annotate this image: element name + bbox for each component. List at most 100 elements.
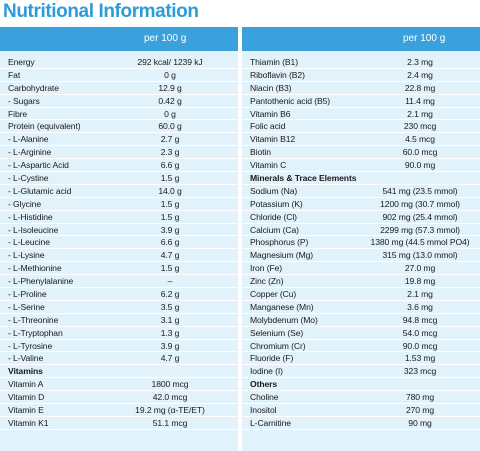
- nutrient-value: 90.0 mcg: [402, 340, 438, 351]
- table-row: Fluoride (F) 1.53 mg: [242, 352, 480, 366]
- nutrient-value: 1.5 g: [160, 173, 180, 184]
- table-row: Copper (Cu) 2.1 mg: [242, 288, 480, 301]
- nutrient-value: 3.6 mg: [407, 301, 433, 312]
- nutrient-name: L-Carnitine: [250, 417, 291, 428]
- section-title: Others: [250, 379, 278, 390]
- table-row: - L-Proline 6.2 g: [0, 288, 238, 301]
- table-row: Selenium (Se) 54.0 mcg: [242, 327, 480, 340]
- nutrient-name: - L-Histidine: [8, 211, 53, 222]
- nutrient-name: Vitamin B6: [250, 108, 291, 119]
- table-row: - L-Methionine 1.5 g: [0, 262, 238, 276]
- nutrient-name: Sodium (Na): [250, 185, 298, 196]
- table-row: Potassium (K) 1200 mg (30.7 mmol): [242, 198, 480, 211]
- table-row: Calcium (Ca) 2299 mg (57.3 mmol): [242, 224, 480, 237]
- nutrient-value: 2.7 g: [160, 134, 180, 145]
- nutrient-name: Iodine (I): [250, 366, 283, 377]
- nutrient-value: 541 mg (23.5 mmol): [382, 185, 458, 196]
- nutrient-value: 323 mcg: [403, 366, 437, 377]
- nutrient-value: 3.1 g: [160, 314, 180, 325]
- nutrient-value: 2.4 mg: [407, 69, 433, 80]
- nutrient-name: Chromium (Cr): [250, 340, 306, 351]
- nutrient-value: 0 g: [164, 69, 176, 80]
- nutrient-name: - Sugars: [8, 95, 40, 106]
- nutrient-value: 292 kcal/ 1239 kJ: [137, 57, 203, 67]
- nutrient-value: 2.3 mg: [407, 57, 433, 67]
- rows-left: Energy 292 kcal/ 1239 kJ Fat 0 g Carbohydrat…: [0, 56, 238, 430]
- nutrient-name: Fat: [8, 69, 21, 80]
- nutrient-value: 0.42 g: [158, 95, 182, 106]
- table-row: - L-Isoleucine 3.9 g: [0, 224, 238, 237]
- nutrient-name: Chloride (Cl): [250, 211, 297, 222]
- nutrient-value: 90.0 mg: [404, 160, 436, 171]
- nutrient-value: 315 mg (13.0 mmol): [382, 250, 458, 261]
- table-row: - L-Serine 3.5 g: [0, 301, 238, 314]
- table-row: Vitamin A 1800 mcg: [0, 378, 238, 392]
- nutrient-value: 42.0 mcg: [152, 392, 188, 403]
- nutrient-name: Carbohydrate: [8, 82, 59, 93]
- table-row: Magnesium (Mg) 315 mg (13.0 mmol): [242, 249, 480, 263]
- nutrient-name: - L-Alanine: [8, 134, 49, 145]
- table-row: Niacin (B3) 22.8 mg: [242, 82, 480, 95]
- nutrient-value: 51.1 mcg: [152, 417, 188, 428]
- nutrient-value: 6.6 g: [160, 237, 180, 248]
- nutrient-name: Energy: [8, 57, 35, 67]
- nutrient-value: 60.0 g: [158, 121, 182, 132]
- section-heading: Minerals & Trace Elements: [242, 172, 480, 185]
- nutrient-name: - L-Isoleucine: [8, 224, 59, 235]
- nutrient-value: 2.3 g: [160, 147, 180, 158]
- nutrient-name: - L-Proline: [8, 289, 47, 300]
- nutrient-value: 902 mg (25.4 mmol): [382, 211, 458, 222]
- page-title: Nutritional Information: [3, 1, 199, 22]
- nutrient-value: 19.2 mg (α-TE/ET): [135, 405, 205, 416]
- nutrient-name: - L-Tyrosine: [8, 340, 53, 351]
- nutrient-value: 12.9 g: [158, 82, 182, 93]
- table-row: Molybdenum (Mo) 94.8 mcg: [242, 314, 480, 327]
- nutrient-name: Biotin: [250, 147, 271, 158]
- table-row: Manganese (Mn) 3.6 mg: [242, 301, 480, 314]
- table-row: Pantothenic acid (B5) 11.4 mg: [242, 95, 480, 108]
- nutrient-name: Iron (Fe): [250, 263, 283, 274]
- nutrient-name: Potassium (K): [250, 198, 303, 209]
- column-header-per-100g: per 100 g: [403, 33, 446, 44]
- nutrient-name: Phosphorus (P): [250, 237, 309, 248]
- nutrient-name: Zinc (Zn): [250, 276, 284, 287]
- nutrient-value: 4.7 g: [160, 353, 180, 364]
- table-row: Biotin 60.0 mcg: [242, 146, 480, 160]
- nutrient-value: 60.0 mcg: [402, 147, 438, 158]
- table-row: - L-Histidine 1.5 g: [0, 211, 238, 224]
- nutrient-value: 1.53 mg: [404, 353, 436, 364]
- table-row: Energy 292 kcal/ 1239 kJ: [0, 56, 238, 69]
- table-row: Chromium (Cr) 90.0 mcg: [242, 340, 480, 353]
- section-title: Vitamins: [8, 366, 43, 377]
- nutrient-name: Vitamin A: [8, 379, 44, 390]
- nutrient-value: 1.5 g: [160, 263, 180, 274]
- section-heading: Vitamins: [0, 365, 238, 379]
- table-row: - L-Tyrosine 3.9 g: [0, 340, 238, 353]
- table-row: Inositol 270 mg: [242, 404, 480, 417]
- nutrient-value: 3.5 g: [160, 301, 180, 312]
- table-row: - L-Lysine 4.7 g: [0, 249, 238, 263]
- table-row: Sodium (Na) 541 mg (23.5 mmol): [242, 185, 480, 198]
- table-row: - L-Glutamic acid 14.0 g: [0, 185, 238, 198]
- nutrient-name: Molybdenum (Mo): [250, 314, 318, 325]
- nutrient-value: 90 mg: [408, 417, 432, 428]
- table-row: Vitamin C 90.0 mg: [242, 159, 480, 173]
- nutrient-name: - L-Valine: [8, 353, 44, 364]
- nutrient-name: - L-Phenylalanine: [8, 276, 74, 287]
- nutrient-name: Niacin (B3): [250, 82, 292, 93]
- table-row: Choline 780 mg: [242, 391, 480, 405]
- nutrient-value: 14.0 g: [158, 185, 182, 196]
- nutrient-name: - L-Threonine: [8, 314, 59, 325]
- nutrient-name: Magnesium (Mg): [250, 250, 314, 261]
- table-row: - Glycine 1.5 g: [0, 198, 238, 211]
- nutrient-value: 1800 mcg: [151, 379, 189, 390]
- nutrient-value: 11.4 mg: [405, 95, 435, 106]
- nutrient-value: 1.5 g: [160, 211, 180, 222]
- column-header-per-100g: per 100 g: [144, 33, 187, 44]
- nutrient-name: Thiamin (B1): [250, 57, 298, 67]
- table-row: Thiamin (B1) 2.3 mg: [242, 56, 480, 69]
- table-row: Iodine (I) 323 mcg: [242, 365, 480, 379]
- nutrient-name: - L-Serine: [8, 301, 45, 312]
- table-row: Iron (Fe) 27.0 mg: [242, 262, 480, 276]
- table-row: - L-Phenylalanine –: [0, 275, 238, 289]
